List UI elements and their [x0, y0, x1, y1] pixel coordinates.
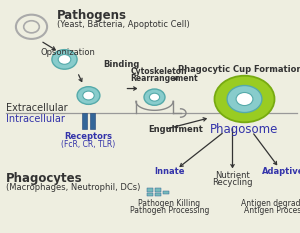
- Text: Antigen Processing: Antigen Processing: [244, 206, 300, 215]
- Circle shape: [83, 91, 94, 100]
- FancyBboxPatch shape: [147, 193, 153, 196]
- Text: Phagosome: Phagosome: [210, 123, 279, 136]
- Text: Antigen degradation: Antigen degradation: [241, 199, 300, 208]
- Text: (Macrophages, Neutrophil, DCs): (Macrophages, Neutrophil, DCs): [6, 183, 140, 192]
- Text: Phagocytic Cup Formation: Phagocytic Cup Formation: [178, 65, 300, 74]
- Text: Opsonization: Opsonization: [40, 48, 95, 57]
- Circle shape: [58, 55, 71, 64]
- FancyBboxPatch shape: [147, 188, 153, 192]
- Text: Pathogen Killing: Pathogen Killing: [138, 199, 201, 208]
- Text: Binding: Binding: [103, 60, 140, 69]
- Text: Nutrient: Nutrient: [215, 171, 250, 180]
- Text: Intracellular: Intracellular: [6, 114, 65, 124]
- Text: Extracellular: Extracellular: [6, 103, 68, 113]
- Text: Pathogens: Pathogens: [57, 9, 127, 22]
- Text: (Yeast, Bacteria, Apoptotic Cell): (Yeast, Bacteria, Apoptotic Cell): [57, 20, 190, 29]
- Text: Adaptive: Adaptive: [262, 167, 300, 176]
- Text: Receptors: Receptors: [64, 132, 112, 141]
- Text: Engulfment: Engulfment: [148, 125, 203, 134]
- FancyBboxPatch shape: [155, 193, 161, 196]
- Text: Rearrangement: Rearrangement: [130, 74, 198, 82]
- Circle shape: [227, 86, 262, 113]
- Text: Innate: Innate: [154, 167, 185, 176]
- FancyBboxPatch shape: [90, 113, 95, 129]
- Circle shape: [236, 93, 253, 106]
- Circle shape: [149, 93, 160, 101]
- FancyBboxPatch shape: [155, 188, 161, 192]
- Text: Cytoskeleton: Cytoskeleton: [130, 67, 187, 75]
- FancyBboxPatch shape: [82, 113, 87, 129]
- Text: Recycling: Recycling: [212, 178, 253, 187]
- Circle shape: [144, 89, 165, 105]
- Circle shape: [52, 50, 77, 69]
- Text: Pathogen Processing: Pathogen Processing: [130, 206, 209, 215]
- Circle shape: [77, 87, 100, 104]
- Text: Phagocytes: Phagocytes: [6, 172, 82, 185]
- Circle shape: [214, 76, 274, 122]
- Text: (FcR, CR, TLR): (FcR, CR, TLR): [61, 140, 116, 149]
- FancyBboxPatch shape: [163, 191, 169, 194]
